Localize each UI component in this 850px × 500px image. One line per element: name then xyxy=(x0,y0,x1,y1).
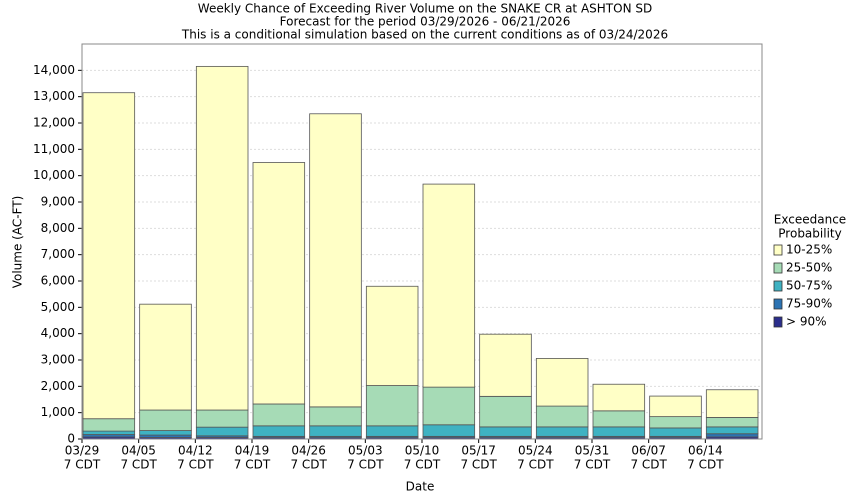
x-tick-label-suffix: 7 CDT xyxy=(120,458,157,472)
y-tick-label: 0 xyxy=(67,432,75,446)
y-tick-label: 3,000 xyxy=(41,353,75,367)
legend-swatch xyxy=(773,244,783,256)
y-tick-label: 5,000 xyxy=(41,300,75,314)
bar-segment xyxy=(252,425,306,437)
x-tick-label-suffix: 7 CDT xyxy=(234,458,271,472)
x-tick-label: 06/14 xyxy=(688,444,723,458)
legend-label: 25-50% xyxy=(786,261,832,275)
legend-swatch xyxy=(773,280,783,292)
legend-label: 10-25% xyxy=(786,243,832,257)
x-tick-label: 05/17 xyxy=(461,444,496,458)
chart-subtitle: Forecast for the period 03/29/2026 - 06/… xyxy=(280,15,571,29)
bar-segment xyxy=(422,183,476,388)
x-tick-label: 03/29 xyxy=(65,444,100,458)
bar-segment xyxy=(535,405,589,428)
x-tick-label-suffix: 7 CDT xyxy=(630,458,667,472)
bar-segment xyxy=(82,92,136,420)
bar-segment xyxy=(705,417,759,428)
x-tick-label-suffix: 7 CDT xyxy=(517,458,554,472)
bar-segment xyxy=(705,433,759,438)
bar-segment xyxy=(705,389,759,418)
y-tick-label: 13,000 xyxy=(33,89,75,103)
y-tick-label: 2,000 xyxy=(41,379,75,393)
y-tick-label: 1,000 xyxy=(41,405,75,419)
legend-swatch xyxy=(773,316,783,328)
x-tick-label: 05/10 xyxy=(405,444,440,458)
y-tick-label: 11,000 xyxy=(33,142,75,156)
chart-note: This is a conditional simulation based o… xyxy=(181,28,668,42)
bar-segment xyxy=(592,383,646,412)
bar-segment xyxy=(479,333,532,397)
bar-segment xyxy=(365,385,419,427)
bar-segment xyxy=(649,395,702,418)
legend-title: Exceedance xyxy=(774,213,846,227)
y-tick-label: 6,000 xyxy=(41,274,75,288)
bar-segment xyxy=(365,285,419,386)
bar-segment xyxy=(422,424,476,437)
y-tick-label: 10,000 xyxy=(33,168,75,182)
y-tick-label: 9,000 xyxy=(41,195,75,209)
plot-border xyxy=(81,43,763,440)
x-tick-label: 04/05 xyxy=(121,444,156,458)
bar-segment xyxy=(195,65,249,411)
bar-segment xyxy=(82,418,136,432)
bar-segment xyxy=(592,410,646,428)
y-tick-label: 8,000 xyxy=(41,221,75,235)
bar-segment xyxy=(139,303,192,411)
x-tick-label-suffix: 7 CDT xyxy=(177,458,214,472)
y-tick-label: 4,000 xyxy=(41,326,75,340)
y-tick-label: 14,000 xyxy=(33,63,75,77)
bar-segment xyxy=(649,427,702,437)
x-tick-label: 04/12 xyxy=(178,444,213,458)
x-tick-label-suffix: 7 CDT xyxy=(347,458,384,472)
plot-area xyxy=(82,44,762,439)
bar-segment xyxy=(195,409,249,428)
y-tick-label: 7,000 xyxy=(41,247,75,261)
chart-title: Weekly Chance of Exceeding River Volume … xyxy=(198,2,652,16)
x-tick-label-suffix: 7 CDT xyxy=(290,458,327,472)
bar-segment xyxy=(592,426,646,437)
x-tick-label: 04/26 xyxy=(291,444,326,458)
x-tick-label: 06/07 xyxy=(631,444,666,458)
bar-segment xyxy=(535,426,589,437)
bar-segment xyxy=(82,430,136,435)
x-tick-label: 04/19 xyxy=(235,444,270,458)
x-axis-label: Date xyxy=(406,480,435,494)
bar-segment xyxy=(479,395,532,428)
x-tick-label: 05/24 xyxy=(518,444,553,458)
x-tick-label-suffix: 7 CDT xyxy=(460,458,497,472)
bar-segment xyxy=(422,386,476,426)
x-tick-label-suffix: 7 CDT xyxy=(64,458,101,472)
y-axis-label: Volume (AC-FT) xyxy=(11,196,25,289)
y-tick-label: 12,000 xyxy=(33,116,75,130)
bar-segment xyxy=(479,426,532,437)
x-tick-label: 05/03 xyxy=(348,444,383,458)
bar-segment xyxy=(705,426,759,435)
legend-label: 50-75% xyxy=(786,279,832,293)
legend-swatch xyxy=(773,298,783,310)
x-tick-label-suffix: 7 CDT xyxy=(687,458,724,472)
legend-swatch xyxy=(773,262,783,274)
bar-segment xyxy=(309,113,362,408)
bar-segment xyxy=(309,406,362,427)
legend-title: Probability xyxy=(778,227,841,241)
legend-label: 75-90% xyxy=(786,297,832,311)
bar-segment xyxy=(195,426,249,437)
legend-label: > 90% xyxy=(786,315,827,329)
bar-segment xyxy=(252,162,306,405)
x-tick-label-suffix: 7 CDT xyxy=(574,458,611,472)
bar-segment xyxy=(365,425,419,437)
bar-segment xyxy=(139,409,192,431)
bar-segment xyxy=(252,403,306,427)
bar-segment xyxy=(309,425,362,437)
x-tick-label-suffix: 7 CDT xyxy=(404,458,441,472)
bar-segment xyxy=(535,358,589,407)
x-tick-label: 05/31 xyxy=(575,444,610,458)
bar-segment xyxy=(139,430,192,436)
bar-segment xyxy=(649,416,702,429)
